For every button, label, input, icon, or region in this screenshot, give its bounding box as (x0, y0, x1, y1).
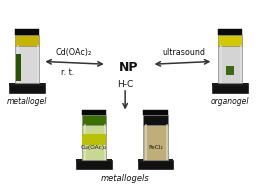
Bar (82, 124, 106, 160)
Bar (9, 83, 45, 93)
Bar (104, 124, 106, 160)
Text: metallogels: metallogels (100, 174, 149, 183)
Text: NP: NP (119, 61, 138, 74)
Bar (226, 66, 234, 75)
Bar (138, 159, 173, 162)
Text: Cu(OAc)₂: Cu(OAc)₂ (81, 145, 107, 150)
Bar (218, 45, 242, 83)
Bar (15, 35, 39, 46)
Text: ultrasound: ultrasound (162, 48, 205, 57)
Bar (37, 45, 39, 83)
Bar (82, 134, 106, 145)
Text: H-C: H-C (117, 80, 133, 89)
Bar (143, 115, 168, 125)
Bar (76, 160, 112, 169)
Bar (212, 83, 248, 86)
Text: organogel: organogel (211, 97, 249, 106)
Text: metallogel: metallogel (7, 97, 47, 106)
Bar (218, 29, 242, 35)
Bar (15, 45, 39, 83)
Bar (212, 83, 248, 93)
Bar (143, 124, 168, 160)
Bar (9, 83, 45, 86)
Bar (16, 54, 21, 81)
Bar (82, 110, 106, 115)
Bar (145, 124, 147, 160)
Text: r. t.: r. t. (61, 68, 75, 77)
Bar (15, 29, 39, 35)
Bar (240, 45, 242, 83)
Bar (76, 159, 112, 162)
Bar (143, 110, 168, 115)
Bar (218, 35, 242, 46)
Bar (84, 124, 86, 160)
Text: Cd(OAc)₂: Cd(OAc)₂ (55, 48, 91, 57)
Text: FeCl₂: FeCl₂ (148, 145, 163, 150)
Bar (82, 115, 106, 125)
Bar (138, 160, 173, 169)
Bar (17, 45, 19, 83)
Bar (220, 45, 222, 83)
Bar (166, 124, 168, 160)
